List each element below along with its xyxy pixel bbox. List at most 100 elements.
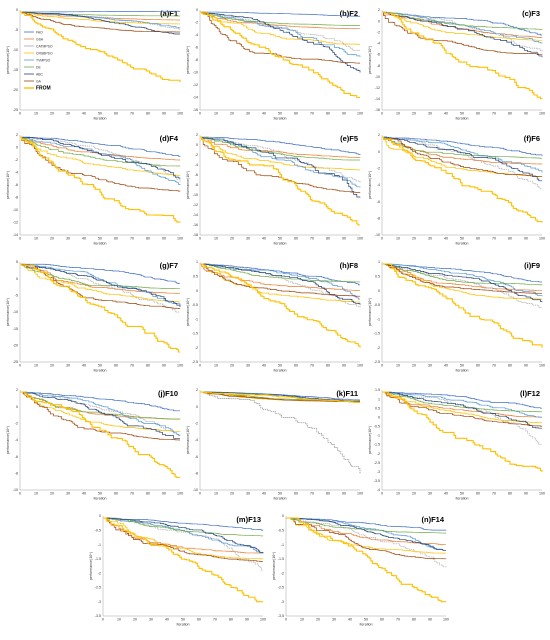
x-tick-label: 60 — [380, 618, 384, 622]
x-tick-label: 90 — [342, 112, 346, 116]
x-tick-label: 70 — [310, 112, 314, 116]
series-line-catmpso — [20, 263, 180, 313]
x-tick-label: 50 — [98, 492, 102, 496]
x-tick-label: 30 — [246, 112, 250, 116]
x-tick-label: 10 — [214, 364, 218, 368]
x-tick-label: 0 — [102, 618, 104, 622]
y-tick-label: 0 — [196, 8, 198, 12]
x-axis-label: Iteration — [274, 117, 287, 121]
panel-12: 0 10 20 30 40 50 60 70 80 90 100 1.5 1 0.5 0 -0.5 -1 -1.5… — [368, 388, 545, 500]
y-axis-label: performance(10^) — [186, 426, 190, 454]
series-line-catmpso — [200, 391, 361, 474]
x-tick-label: 100 — [177, 492, 183, 496]
y-tick-label: -4 — [377, 183, 380, 187]
series-line-de — [200, 263, 361, 283]
x-tick-label: 80 — [412, 618, 416, 622]
legend-label: CRSBPSO — [36, 51, 53, 55]
x-tick-label: 80 — [508, 112, 512, 116]
x-tick-label: 30 — [332, 618, 336, 622]
legend-label: FAO — [36, 30, 43, 34]
series-line-crsbpso — [200, 136, 361, 171]
x-tick-label: 20 — [230, 364, 234, 368]
y-tick-label: 0 — [99, 514, 101, 518]
y-axis-label: performance(10^) — [272, 552, 276, 580]
x-tick-label: 50 — [460, 364, 464, 368]
x-tick-label: 30 — [246, 492, 250, 496]
y-tick-label: 0 — [378, 415, 380, 419]
y-tick-label: 0 — [196, 405, 198, 409]
x-tick-label: 90 — [342, 364, 346, 368]
panel-3: 0 10 20 30 40 50 60 70 80 90 10020-2-4-6-8-10-12-1… — [368, 8, 545, 120]
x-tick-label: 50 — [278, 237, 282, 241]
x-tick-label: 50 — [278, 112, 282, 116]
y-tick-label: 0.5 — [193, 274, 198, 278]
x-tick-label: 50 — [364, 618, 368, 622]
series-line-ga — [200, 391, 360, 403]
y-tick-label: 0.5 — [375, 406, 380, 410]
series-line-from — [286, 517, 446, 603]
x-tick-label: 90 — [524, 492, 528, 496]
y-tick-label: 0 — [378, 19, 380, 23]
series-line-de — [382, 11, 543, 30]
x-tick-label: 100 — [357, 112, 363, 116]
series-line-de — [20, 136, 181, 167]
series-line-abc — [200, 263, 361, 305]
x-tick-label: 90 — [162, 364, 166, 368]
x-tick-label: 0 — [19, 112, 21, 116]
x-tick-label: 30 — [66, 112, 70, 116]
panel-title: (c)F3 — [522, 9, 540, 18]
series-line-ga — [20, 391, 180, 441]
x-tick-label: 30 — [428, 492, 432, 496]
x-axis-label: Iteration — [274, 497, 287, 501]
x-tick-label: 100 — [539, 364, 545, 368]
y-tick-label: -5 — [15, 28, 18, 32]
x-tick-label: 80 — [326, 492, 330, 496]
y-tick-label: -25 — [13, 108, 18, 112]
y-axis-label: performance(10^) — [6, 46, 10, 74]
x-tick-label: 10 — [396, 492, 400, 496]
y-tick-label: -16 — [193, 108, 198, 112]
y-tick-label: -12 — [193, 203, 198, 207]
series-line-de — [200, 136, 360, 161]
x-axis-label: Iteration — [274, 369, 287, 373]
x-tick-label: 70 — [492, 112, 496, 116]
x-tick-label: 70 — [492, 364, 496, 368]
y-tick-label: -2 — [15, 422, 18, 426]
y-tick-label: -0.5 — [374, 425, 380, 429]
y-tick-label: 2 — [16, 388, 18, 392]
panel-7: 0 10 20 30 40 50 60 70 80 90 10050-5-10-15-20-25It… — [6, 260, 183, 372]
x-tick-label: 80 — [508, 492, 512, 496]
series-line-catmpso — [382, 136, 543, 190]
legend-label: CATMPSO — [36, 44, 53, 48]
x-tick-label: 90 — [428, 618, 432, 622]
y-tick-label: -15 — [13, 327, 18, 331]
panel-title: (k)F11 — [336, 389, 358, 398]
series-line-from — [382, 391, 543, 472]
series-line-fao — [20, 10, 181, 13]
series-line-de — [103, 517, 264, 537]
series-line-fao — [200, 11, 361, 17]
y-tick-label: 0.5 — [375, 274, 380, 278]
y-tick-label: 0 — [282, 514, 284, 518]
series-line-abc — [20, 11, 180, 35]
x-axis-label: Iteration — [456, 369, 469, 373]
series-line-abc — [200, 11, 361, 73]
x-tick-label: 40 — [262, 492, 266, 496]
y-tick-label: -4 — [377, 42, 380, 46]
x-tick-label: 10 — [214, 237, 218, 241]
x-tick-label: 30 — [246, 364, 250, 368]
series-line-abc — [103, 517, 264, 554]
x-tick-label: 80 — [508, 364, 512, 368]
series-line-de — [382, 263, 543, 286]
x-axis-label: Iteration — [274, 242, 287, 246]
panel-6: 0 10 20 30 40 50 60 70 80 90 10020-2-4-6-8-10Itera… — [368, 133, 545, 245]
panel-title: (i)F9 — [524, 261, 540, 270]
y-axis-label: performance(10^) — [368, 171, 372, 199]
y-tick-label: 0 — [16, 146, 18, 150]
x-tick-label: 20 — [412, 364, 416, 368]
y-tick-label: -2 — [377, 167, 380, 171]
x-tick-label: 30 — [149, 618, 153, 622]
x-tick-label: 40 — [348, 618, 352, 622]
series-line-tvmpso — [382, 136, 543, 173]
